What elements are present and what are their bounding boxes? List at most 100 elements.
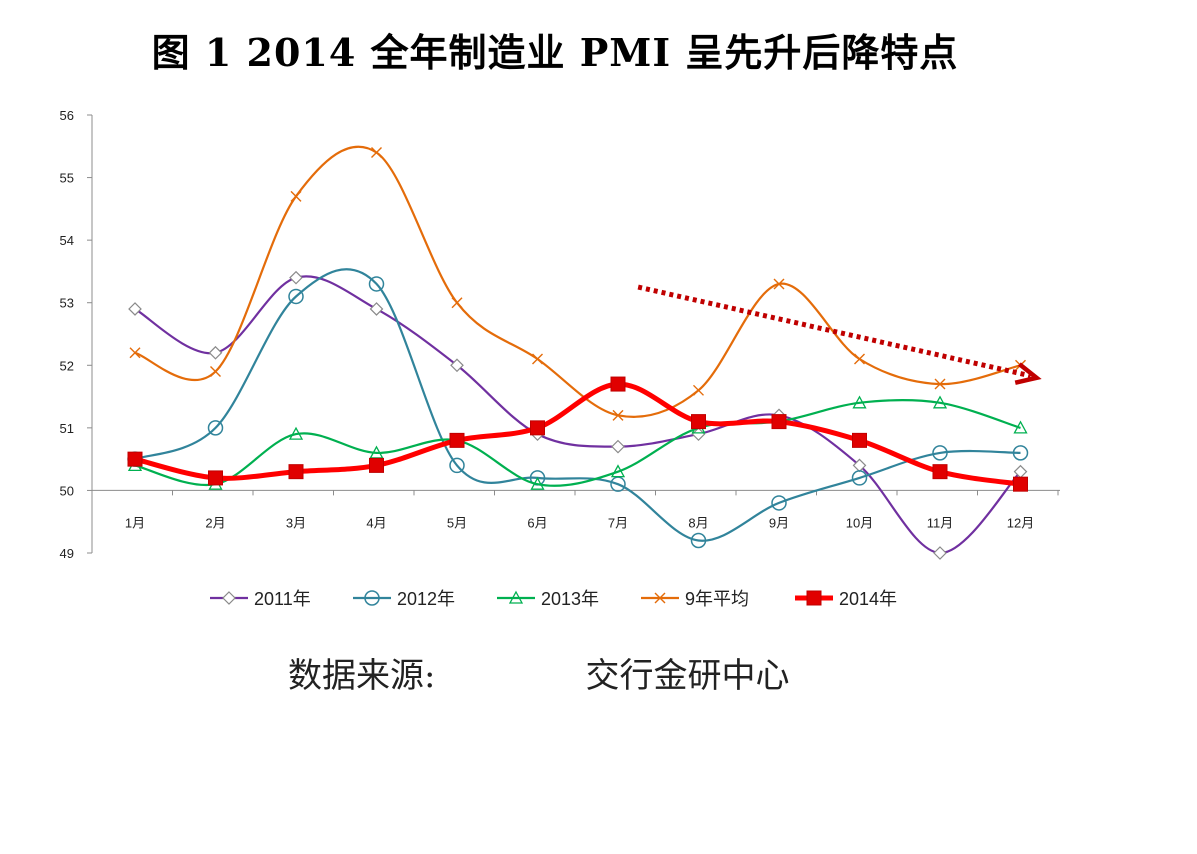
- y-tick-label: 50: [60, 483, 74, 498]
- legend-item: 2014年: [795, 589, 897, 609]
- x-tick-label: 1月: [125, 515, 145, 530]
- data-point: [932, 445, 948, 461]
- x-tick-label: 9月: [769, 515, 789, 530]
- series-2012: [127, 268, 1029, 549]
- marker-stroke: [773, 278, 785, 290]
- data-point: [128, 302, 142, 316]
- data-point: [210, 366, 221, 378]
- y-tick-label: 52: [60, 358, 74, 373]
- y-tick-label: 56: [60, 108, 74, 123]
- marker-stroke: [854, 353, 865, 365]
- legend-label: 2014年: [839, 589, 897, 609]
- data-point: [449, 432, 465, 448]
- data-point: [449, 457, 465, 474]
- series-group: [127, 145, 1029, 560]
- legend-label: 2013年: [541, 589, 599, 609]
- series-line: [134, 275, 1022, 555]
- data-point: [1013, 476, 1028, 492]
- data-point: [932, 395, 948, 409]
- series-2011: [128, 270, 1028, 560]
- source-org: 交行金研中心: [585, 656, 790, 696]
- data-point: [612, 409, 624, 421]
- series-2014: [127, 376, 1028, 492]
- legend-label: 9年平均: [685, 589, 749, 609]
- x-tick-label: 10月: [846, 515, 873, 530]
- data-point: [611, 439, 625, 454]
- data-point: [208, 470, 223, 486]
- x-tick-label: 11月: [927, 515, 954, 530]
- source-note: 数据来源: 交行金研中心: [288, 648, 789, 697]
- series-line: [134, 399, 1021, 487]
- legend-item: 2013年: [497, 589, 599, 609]
- series-line: [134, 381, 1021, 487]
- data-point: [129, 347, 141, 359]
- y-tick-label: 49: [60, 546, 74, 561]
- series-9: [129, 145, 1026, 421]
- y-tick-label: 55: [60, 171, 74, 186]
- legend-marker: [508, 590, 524, 604]
- annotations: [637, 284, 1042, 385]
- legend: 2011年 2012年 2013年 9年平均 2014年: [210, 589, 897, 609]
- legend-marker: [806, 590, 822, 606]
- trend-arrow-line: [637, 284, 1032, 379]
- y-tick-label: 54: [60, 233, 74, 248]
- x-tick-label: 8月: [688, 515, 708, 530]
- y-tick-label: 53: [60, 296, 74, 311]
- data-point: [852, 432, 867, 448]
- data-point: [207, 420, 224, 436]
- y-tick-label: 51: [60, 421, 74, 436]
- data-point: [289, 270, 303, 285]
- trend-arrow-head: [1014, 362, 1042, 385]
- data-point: [1012, 445, 1029, 461]
- x-tick-label: 2月: [205, 515, 225, 530]
- data-point: [369, 445, 384, 459]
- marker-stroke: [654, 592, 666, 604]
- marker-stroke: [693, 384, 704, 396]
- marker-stroke: [934, 378, 946, 390]
- x-tick-label: 7月: [608, 515, 628, 530]
- data-point: [450, 358, 464, 373]
- data-point: [851, 470, 868, 486]
- data-point: [288, 464, 304, 480]
- data-point: [691, 414, 706, 430]
- data-point: [369, 302, 384, 316]
- data-point: [771, 414, 787, 430]
- series-line: [134, 145, 1021, 418]
- legend-marker: [222, 591, 236, 605]
- data-point: [932, 464, 948, 480]
- data-point: [690, 532, 707, 549]
- data-point: [369, 457, 384, 473]
- legend-label: 2011年: [254, 589, 311, 609]
- legend-marker: [364, 590, 380, 606]
- data-point: [127, 451, 143, 467]
- x-tick-label: 5月: [447, 515, 467, 530]
- marker-stroke: [290, 190, 302, 202]
- marker-stroke: [451, 297, 463, 309]
- data-point: [288, 426, 304, 440]
- data-point: [693, 384, 704, 396]
- data-point: [1013, 420, 1028, 434]
- data-point: [691, 427, 706, 441]
- data-point: [451, 297, 463, 309]
- chart-title: 图 1 2014 全年制造业 PMI 呈先升后降特点: [151, 30, 959, 75]
- data-point: [933, 546, 947, 560]
- y-axis: 49 50 51 52 53 54 55 56: [60, 108, 93, 561]
- legend-item: 2012年: [353, 589, 455, 609]
- data-point: [532, 353, 543, 365]
- x-tick-label: 3月: [286, 515, 306, 530]
- data-point: [368, 276, 385, 292]
- x-tick-label: 4月: [366, 515, 386, 530]
- data-point: [610, 376, 626, 392]
- x-tick-label: 12月: [1007, 515, 1034, 530]
- data-point: [208, 345, 223, 360]
- marker-stroke: [371, 147, 382, 159]
- series-line: [134, 268, 1021, 542]
- data-point: [530, 420, 545, 436]
- x-tick-label: 6月: [527, 515, 547, 530]
- legend-item: 2011年: [210, 589, 311, 609]
- data-point: [371, 147, 382, 159]
- data-point: [771, 495, 787, 511]
- data-point: [852, 395, 867, 409]
- marker-stroke: [612, 409, 624, 421]
